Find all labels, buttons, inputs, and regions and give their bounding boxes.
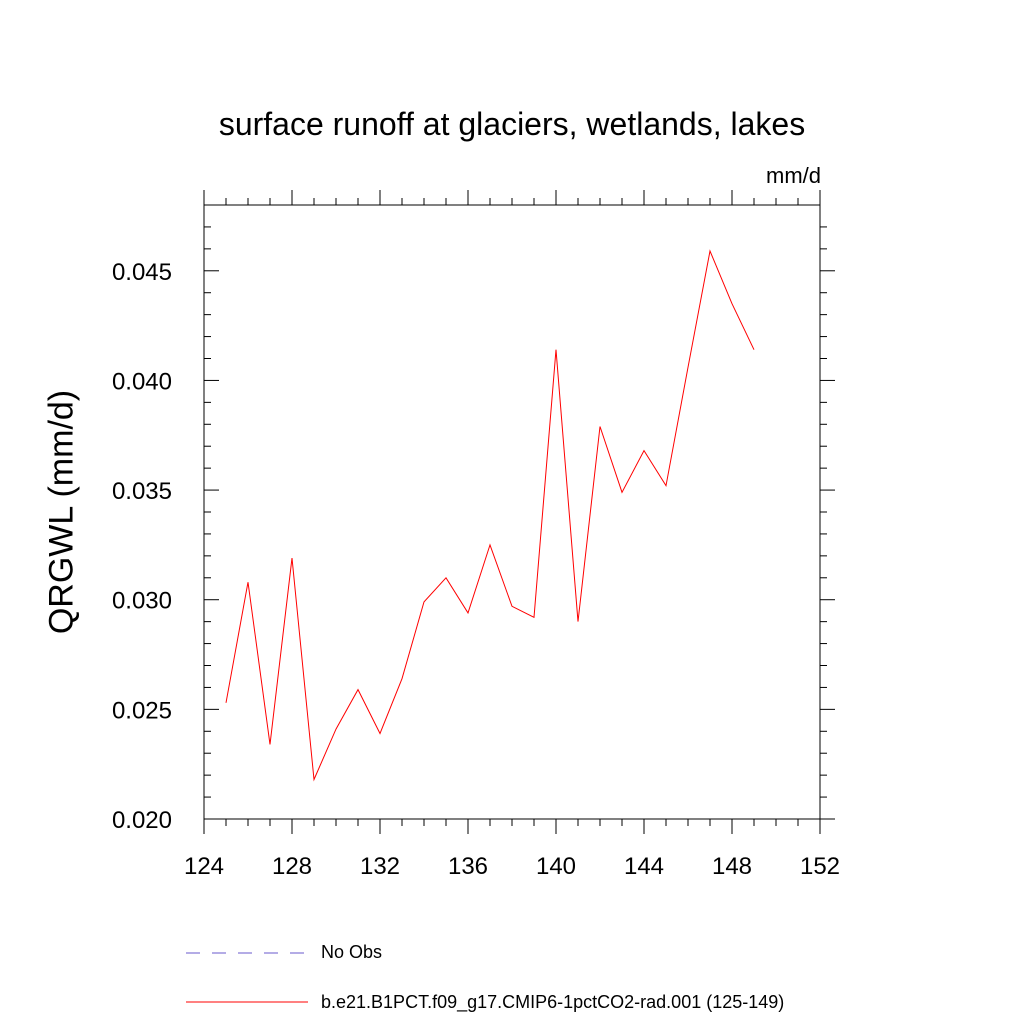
y-tick-label: 0.040	[112, 368, 172, 395]
y-tick-label: 0.045	[112, 259, 172, 286]
series-line-1	[225, 249, 755, 782]
x-tick-label: 148	[712, 853, 752, 880]
legend-entry-model-run: b.e21.B1PCT.f09_g17.CMIP6-1pctCO2-rad.00…	[321, 992, 785, 1012]
series-lines	[225, 249, 755, 782]
y-axis-label-text: QRGWL (mm/d)	[42, 389, 81, 635]
x-tick-label: 152	[800, 853, 840, 880]
x-tick-label: 128	[272, 853, 312, 880]
x-tick-label: 136	[448, 853, 488, 880]
axis-tick-labels: 124 128 132 136 140 144 148 152 0.020 0.025 0.030 0…	[112, 259, 840, 880]
x-tick-label: 124	[184, 853, 224, 880]
y-tick-label: 0.020	[112, 807, 172, 834]
legend-entry-no-obs: No Obs	[321, 942, 383, 962]
x-tick-label: 144	[624, 853, 664, 880]
units-label: mm/d	[766, 163, 821, 188]
x-tick-label: 140	[536, 853, 576, 880]
x-tick-label: 132	[360, 853, 400, 880]
axis-ticks	[203, 190, 835, 834]
legend-lines	[186, 952, 308, 1003]
y-tick-label: 0.035	[112, 478, 172, 505]
plot-frame	[203, 204, 821, 820]
chart-title: surface runoff at glaciers, wetlands, la…	[218, 106, 806, 142]
y-tick-label: 0.030	[112, 588, 172, 615]
y-tick-label: 0.025	[112, 697, 172, 724]
